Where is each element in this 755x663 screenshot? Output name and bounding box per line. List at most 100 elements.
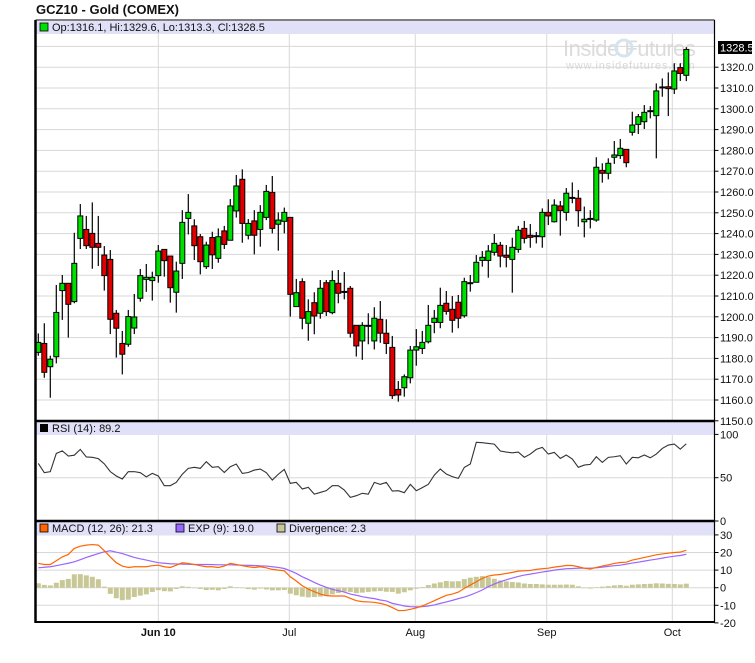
divergence-bar (341, 587, 347, 592)
candle (419, 330, 426, 355)
candle-body (419, 341, 426, 349)
candle-body (95, 242, 102, 248)
candle (209, 231, 216, 269)
candle-body (557, 205, 564, 212)
candle (275, 212, 282, 251)
candle-body (461, 281, 468, 317)
divergence-bar (41, 584, 47, 588)
candle (89, 202, 96, 269)
divergence-bar (53, 582, 59, 588)
candle-body (509, 246, 516, 260)
candle (263, 184, 270, 221)
candle-body (341, 290, 348, 293)
date-tick-label: Jun 10 (141, 627, 176, 639)
candle (491, 234, 498, 256)
candle-body (479, 256, 486, 261)
candle-body (323, 282, 330, 313)
candle-body (395, 388, 402, 396)
divergence-bar (569, 584, 575, 588)
divergence-bar (89, 576, 95, 588)
divergence-bar (347, 587, 353, 592)
price-tick-label: 1320.0 (720, 62, 754, 74)
date-tick-label: Sep (537, 627, 557, 639)
candle-body (209, 237, 216, 256)
candle (503, 245, 510, 268)
candle-body (269, 191, 276, 229)
divergence-bar (503, 581, 509, 588)
candle (431, 309, 438, 334)
candle-body (287, 216, 294, 295)
divergence-bar (383, 587, 389, 592)
candle-body (347, 287, 354, 334)
divergence-bar (389, 587, 395, 592)
divergence-bar (395, 587, 401, 594)
candle-body (665, 86, 672, 90)
divergence-bar (245, 587, 251, 590)
macd-line (38, 543, 687, 612)
divergence-bar (617, 585, 623, 588)
candle-body (359, 324, 366, 342)
candle (509, 237, 516, 293)
candle (233, 174, 240, 218)
candle (635, 114, 642, 134)
candle (221, 225, 228, 249)
candle-body (641, 111, 648, 123)
candle-body (467, 282, 474, 285)
rsi-tick-label: 100 (720, 429, 738, 441)
candle-body (53, 311, 60, 358)
candle (131, 293, 138, 335)
divergence-bar (539, 584, 545, 588)
divergence-bar (683, 583, 689, 588)
candle-body (683, 49, 690, 76)
divergence-bar (551, 584, 557, 588)
candle-body (455, 301, 462, 319)
date-tick-label: Aug (406, 627, 426, 639)
candle (119, 330, 126, 375)
divergence-bar (605, 586, 611, 588)
candle-body (383, 332, 390, 344)
watermark-logo: Inside Futures www.insidefutures.com (563, 36, 696, 72)
watermark-brand: Inside Futures (563, 36, 696, 61)
candle-body (83, 228, 90, 247)
candle (533, 231, 540, 244)
candle (401, 374, 408, 397)
candle (563, 188, 570, 221)
candle (653, 83, 660, 159)
candle-body (185, 211, 192, 219)
candle (641, 105, 648, 129)
candle-body (389, 346, 396, 397)
candle (461, 277, 468, 318)
candle (149, 271, 156, 301)
candle-body (167, 255, 174, 289)
divergence-bar (521, 583, 527, 588)
candle-body (335, 282, 342, 294)
candle-body (137, 275, 144, 299)
candle-body (263, 190, 270, 218)
price-tick-label: 1150.0 (720, 416, 753, 428)
candle-body (203, 244, 210, 268)
candle-body (563, 192, 570, 213)
candle (587, 210, 594, 229)
divergence-bar (323, 587, 329, 596)
candle-body (251, 220, 258, 236)
divergence-bar (635, 584, 641, 588)
divergence-bar (203, 587, 209, 590)
divergence-bar (419, 586, 425, 588)
candle (47, 355, 54, 398)
candle (383, 319, 390, 355)
divergence-bar (167, 587, 173, 592)
candle (449, 296, 456, 333)
candle (455, 294, 462, 329)
divergence-bar (425, 585, 431, 588)
macd-legend-bar (36, 522, 714, 535)
macd-legend-text: MACD (12, 26): 21.3 (52, 523, 153, 535)
candle-body (305, 311, 312, 324)
candle (245, 219, 252, 240)
divergence-bar (449, 581, 455, 588)
divergence-bar (137, 587, 143, 596)
price-tick-label: 1300.0 (720, 104, 754, 116)
candle-body (569, 196, 576, 199)
candle-body (59, 282, 66, 292)
candle-body (491, 242, 498, 253)
divergence-bar (443, 581, 449, 588)
